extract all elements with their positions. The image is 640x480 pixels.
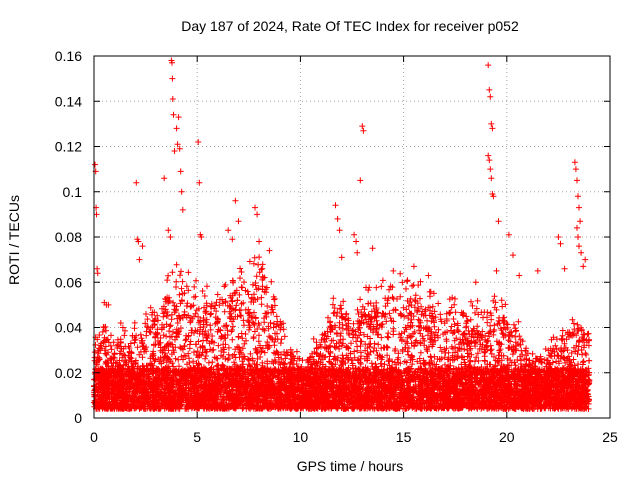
y-tick-label: 0.04 (55, 320, 82, 336)
roti-point-markers (91, 57, 593, 412)
x-tick-label: 5 (193, 429, 201, 445)
grid-lines (94, 56, 610, 418)
x-tick-label: 15 (396, 429, 412, 445)
axis-ticks (93, 55, 611, 419)
y-tick-labels: 0 0.02 0.04 0.06 0.08 0.1 0.12 0.14 0.16 (55, 48, 82, 426)
y-tick-label: 0.02 (55, 365, 82, 381)
y-axis-label: ROTI / TECUs (6, 195, 22, 285)
x-tick-label: 10 (293, 429, 309, 445)
y-tick-label: 0.06 (55, 274, 82, 290)
x-tick-label: 20 (499, 429, 515, 445)
data-points (91, 57, 593, 412)
y-tick-label: 0.16 (55, 48, 82, 64)
y-tick-label: 0.12 (55, 139, 82, 155)
y-tick-label: 0.08 (55, 229, 82, 245)
y-tick-label: 0.14 (55, 93, 82, 109)
x-tick-labels: 0 5 10 15 20 25 (90, 429, 618, 445)
y-tick-label: 0.1 (63, 184, 83, 200)
x-tick-label: 0 (90, 429, 98, 445)
x-axis-label: GPS time / hours (297, 458, 404, 474)
chart-title: Day 187 of 2024, Rate Of TEC Index for r… (181, 18, 519, 34)
x-tick-label: 25 (602, 429, 618, 445)
y-tick-label: 0 (74, 410, 82, 426)
